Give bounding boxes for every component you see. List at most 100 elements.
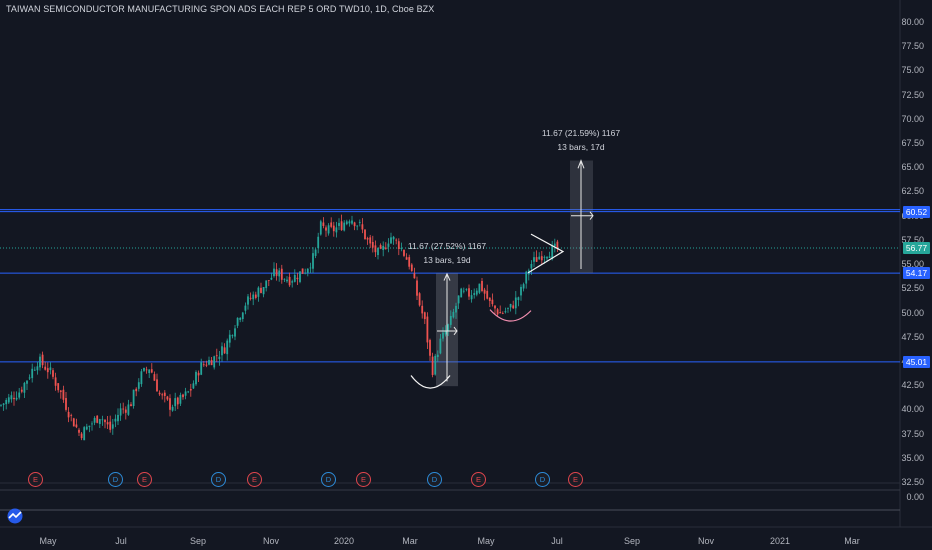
price-axis-label: 70.00 — [901, 113, 924, 124]
candle — [343, 220, 346, 232]
candle — [200, 358, 203, 376]
candle — [317, 232, 320, 254]
candle — [322, 217, 325, 229]
candle — [462, 287, 465, 294]
candle — [447, 323, 450, 337]
time-axis-label: Sep — [189, 536, 207, 546]
dividend-event-icon[interactable]: D — [211, 472, 226, 487]
triangle-pattern[interactable] — [527, 233, 565, 274]
candle — [301, 268, 304, 275]
cup-curve-2[interactable] — [489, 309, 532, 322]
candle — [332, 221, 335, 237]
candle — [145, 366, 148, 374]
candle — [338, 218, 340, 230]
price-axis-label: 77.50 — [901, 41, 924, 52]
candle — [192, 380, 195, 389]
candle — [205, 360, 208, 368]
candle — [195, 370, 197, 386]
candle — [382, 241, 385, 257]
candle — [39, 353, 41, 371]
candle — [520, 284, 522, 301]
tradingview-logo-icon[interactable] — [5, 508, 25, 524]
candle — [176, 396, 179, 410]
cup-curve-1[interactable] — [410, 375, 451, 389]
candle — [353, 221, 356, 231]
earnings-event-icon[interactable]: E — [137, 472, 152, 487]
candle — [54, 372, 57, 391]
measure2-arrowhead — [589, 211, 594, 220]
candle — [509, 303, 512, 312]
time-axis-label: May — [39, 536, 57, 546]
earnings-event-icon[interactable]: E — [568, 472, 583, 487]
dividend-event-icon[interactable]: D — [108, 472, 123, 487]
measure2-text-line2: 13 bars, 17d — [557, 142, 605, 152]
candle — [449, 310, 452, 328]
candle — [124, 406, 127, 420]
earnings-event-icon[interactable]: E — [356, 472, 371, 487]
candle — [330, 217, 333, 229]
earnings-event-icon[interactable]: E — [247, 472, 262, 487]
price-axis-label: 67.50 — [901, 138, 924, 149]
candle — [33, 366, 36, 372]
candle — [457, 295, 460, 310]
candle — [161, 392, 164, 400]
candle — [455, 302, 457, 319]
earnings-event-icon[interactable]: E — [28, 472, 43, 487]
candle — [241, 311, 244, 322]
price-tag: 60.52 — [903, 205, 930, 218]
candle — [525, 270, 528, 289]
candle — [197, 370, 200, 383]
dividend-event-icon[interactable]: D — [535, 472, 550, 487]
price-axis-label: 40.00 — [901, 404, 924, 415]
candle — [397, 238, 400, 256]
candle — [288, 272, 291, 287]
candle — [114, 414, 117, 428]
candle — [470, 289, 473, 303]
dividend-event-icon[interactable]: D — [321, 472, 336, 487]
candle — [132, 389, 135, 409]
price-axis-label: 72.50 — [901, 89, 924, 100]
candle — [158, 390, 161, 396]
candle — [465, 288, 468, 292]
candle — [522, 282, 525, 292]
candle — [431, 352, 434, 378]
candle — [231, 334, 234, 339]
candle — [439, 333, 442, 355]
candle — [366, 236, 369, 245]
candle — [78, 427, 80, 437]
candle — [392, 235, 395, 245]
candle — [148, 369, 151, 379]
candle — [429, 338, 431, 361]
candle — [91, 421, 93, 431]
candle — [169, 394, 171, 417]
time-axis-label: Nov — [262, 536, 280, 546]
candle — [369, 234, 372, 248]
candle — [44, 361, 47, 371]
candle — [335, 221, 338, 238]
candle — [111, 419, 114, 435]
candle — [405, 253, 408, 260]
candle — [517, 296, 520, 307]
candle — [384, 242, 387, 250]
candle — [275, 263, 278, 281]
earnings-event-icon[interactable]: E — [471, 472, 486, 487]
candle — [553, 238, 556, 253]
price-tag: 45.01 — [903, 355, 930, 368]
candle — [551, 240, 554, 261]
candle — [36, 361, 39, 375]
candle — [400, 242, 403, 252]
candle — [171, 404, 174, 412]
time-axis-label: Mar — [402, 536, 418, 546]
candle — [202, 361, 205, 367]
candle — [312, 247, 314, 274]
dividend-event-icon[interactable]: D — [427, 472, 442, 487]
candle — [306, 268, 309, 277]
candle — [260, 282, 262, 294]
candle — [395, 238, 398, 245]
volume-axis-label: 0.00 — [906, 492, 924, 502]
candle — [364, 229, 366, 240]
candle — [135, 387, 138, 397]
candle — [182, 393, 184, 400]
